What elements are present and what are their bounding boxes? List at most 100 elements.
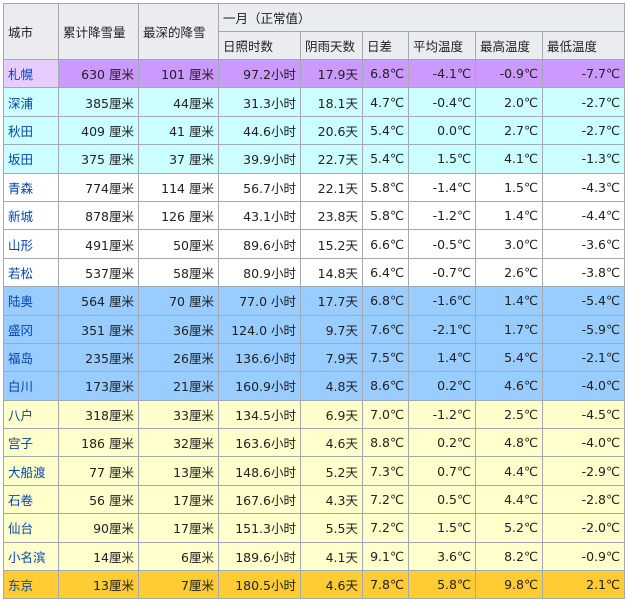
total-snowfall-cell: 564 厘米 [58,286,139,316]
snow-climate-table: 城市 累计降雪量 最深的降雪 一月（正常值） 日照时数 阴雨天数 日差 平均温度… [3,3,626,600]
city-cell: 陆奥 [3,286,59,316]
rain-days-cell: 4.8天 [300,371,363,401]
city-link[interactable]: 秋田 [8,123,34,139]
max-depth-cell: 33厘米 [138,399,219,430]
max-depth-cell: 17厘米 [138,513,219,543]
city-link[interactable]: 石卷 [8,493,34,509]
city-cell: 宫子 [3,428,59,458]
max-depth-cell: 41 厘米 [138,115,219,146]
table-row: 新城 878厘米 126 厘米 43.1小时 23.8天 5.8℃ -1.2℃ 1.4℃ -4.… [3,200,626,231]
max-temp-cell: 5.2℃ [475,513,543,543]
city-link[interactable]: 宫子 [8,436,34,452]
diurnal-cell: 6.6℃ [362,229,409,259]
avg-temp-cell: 1.4℃ [408,342,476,373]
min-temp-cell: -4.4℃ [541,200,626,231]
total-snowfall-cell: 537厘米 [58,257,139,288]
city-link[interactable]: 盛冈 [8,322,34,338]
diurnal-cell: 7.2℃ [362,484,409,515]
city-link[interactable]: 札幌 [8,67,34,83]
total-snowfall-cell: 173厘米 [58,371,139,401]
max-depth-cell: 6厘米 [138,541,219,572]
max-temp-cell: 4.4℃ [475,456,543,486]
total-snowfall-cell: 409 厘米 [58,115,139,146]
diurnal-cell: 7.3℃ [362,456,409,486]
max-depth-cell: 13厘米 [138,456,219,486]
city-link[interactable]: 陆奥 [8,294,34,310]
table-row: 札幌 630 厘米 101 厘米 97.2小时 17.9天 6.8℃ -4.1℃ -0.9℃ -… [3,58,626,89]
city-link[interactable]: 小名滨 [8,549,46,565]
table-row: 山形 491厘米 50厘米 89.6小时 15.2天 6.6℃ -0.5℃ 3.0℃ -3.6℃ [3,229,626,259]
city-link[interactable]: 坂田 [8,152,34,168]
sunshine-cell: 97.2小时 [218,58,301,89]
city-cell: 小名滨 [3,541,59,572]
total-snowfall-cell: 774厘米 [58,172,139,202]
city-link[interactable]: 大船渡 [8,464,46,480]
max-temp-cell: -0.9℃ [475,58,543,89]
city-link[interactable]: 新城 [8,209,34,225]
avg-temp-cell: 5.8℃ [408,570,476,600]
avg-temp-cell: -2.1℃ [408,314,476,344]
max-depth-cell: 58厘米 [138,257,219,288]
avg-temp-cell: 0.7℃ [408,456,476,486]
min-temp-cell: -2.0℃ [541,513,626,543]
rain-days-cell: 9.7天 [300,314,363,344]
sunshine-cell: 77.0 小时 [218,286,301,316]
max-depth-cell: 21厘米 [138,371,219,401]
avg-temp-cell: 0.2℃ [408,428,476,458]
city-cell: 仙台 [3,513,59,543]
city-link[interactable]: 若松 [8,265,34,281]
avg-temp-cell: -1.2℃ [408,200,476,231]
max-temp-cell: 4.8℃ [475,428,543,458]
diurnal-cell: 6.4℃ [362,257,409,288]
header-sunshine-hours: 日照时数 [218,31,301,60]
city-link[interactable]: 山形 [8,237,34,253]
min-temp-cell: -2.9℃ [541,456,626,486]
table-row: 石卷 56 厘米 17厘米 167.6小时 4.3天 7.2℃ 0.5℃ 4.4℃ -2.8℃ [3,484,626,515]
max-temp-cell: 2.5℃ [475,399,543,430]
city-link[interactable]: 八户 [8,407,34,423]
max-temp-cell: 4.1℃ [475,144,543,174]
table-row: 陆奥 564 厘米 70 厘米 77.0 小时 17.7天 6.8℃ -1.6℃ 1.4℃ -5… [3,286,626,316]
header-max-temp: 最高温度 [475,31,543,60]
max-temp-cell: 4.4℃ [475,484,543,515]
total-snowfall-cell: 385厘米 [58,87,139,117]
max-depth-cell: 44厘米 [138,87,219,117]
rain-days-cell: 22.7天 [300,144,363,174]
city-link[interactable]: 青森 [8,180,34,196]
min-temp-cell: -7.7℃ [541,58,626,89]
avg-temp-cell: 1.5℃ [408,513,476,543]
city-link[interactable]: 白川 [8,379,34,395]
city-link[interactable]: 仙台 [8,521,34,537]
max-temp-cell: 2.0℃ [475,87,543,117]
sunshine-cell: 134.5小时 [218,399,301,430]
table-row: 秋田 409 厘米 41 厘米 44.6小时 20.6天 5.4℃ 0.0℃ 2.7℃ -2.7… [3,115,626,146]
city-link[interactable]: 深浦 [8,95,34,111]
avg-temp-cell: 0.0℃ [408,115,476,146]
sunshine-cell: 136.6小时 [218,342,301,373]
max-temp-cell: 2.7℃ [475,115,543,146]
avg-temp-cell: 0.5℃ [408,484,476,515]
min-temp-cell: -2.7℃ [541,87,626,117]
table-row: 福岛 235厘米 26厘米 136.6小时 7.9天 7.5℃ 1.4℃ 5.4℃ -2.1℃ [3,342,626,373]
max-depth-cell: 37 厘米 [138,144,219,174]
min-temp-cell: -4.0℃ [541,428,626,458]
total-snowfall-cell: 318厘米 [58,399,139,430]
city-cell: 八户 [3,399,59,430]
city-link[interactable]: 福岛 [8,351,34,367]
max-depth-cell: 114 厘米 [138,172,219,202]
diurnal-cell: 4.7℃ [362,87,409,117]
sunshine-cell: 124.0 小时 [218,314,301,344]
diurnal-cell: 7.0℃ [362,399,409,430]
min-temp-cell: -4.5℃ [541,399,626,430]
total-snowfall-cell: 235厘米 [58,342,139,373]
table-row: 东京 13厘米 7厘米 180.5小时 4.6天 7.8℃ 5.8℃ 9.8℃ 2.1℃ [3,570,626,600]
max-temp-cell: 8.2℃ [475,541,543,572]
sunshine-cell: 151.3小时 [218,513,301,543]
city-cell: 石卷 [3,484,59,515]
avg-temp-cell: -0.5℃ [408,229,476,259]
diurnal-cell: 8.6℃ [362,371,409,401]
city-cell: 深浦 [3,87,59,117]
city-link[interactable]: 东京 [8,578,34,594]
total-snowfall-cell: 14厘米 [58,541,139,572]
header-city: 城市 [3,3,59,60]
